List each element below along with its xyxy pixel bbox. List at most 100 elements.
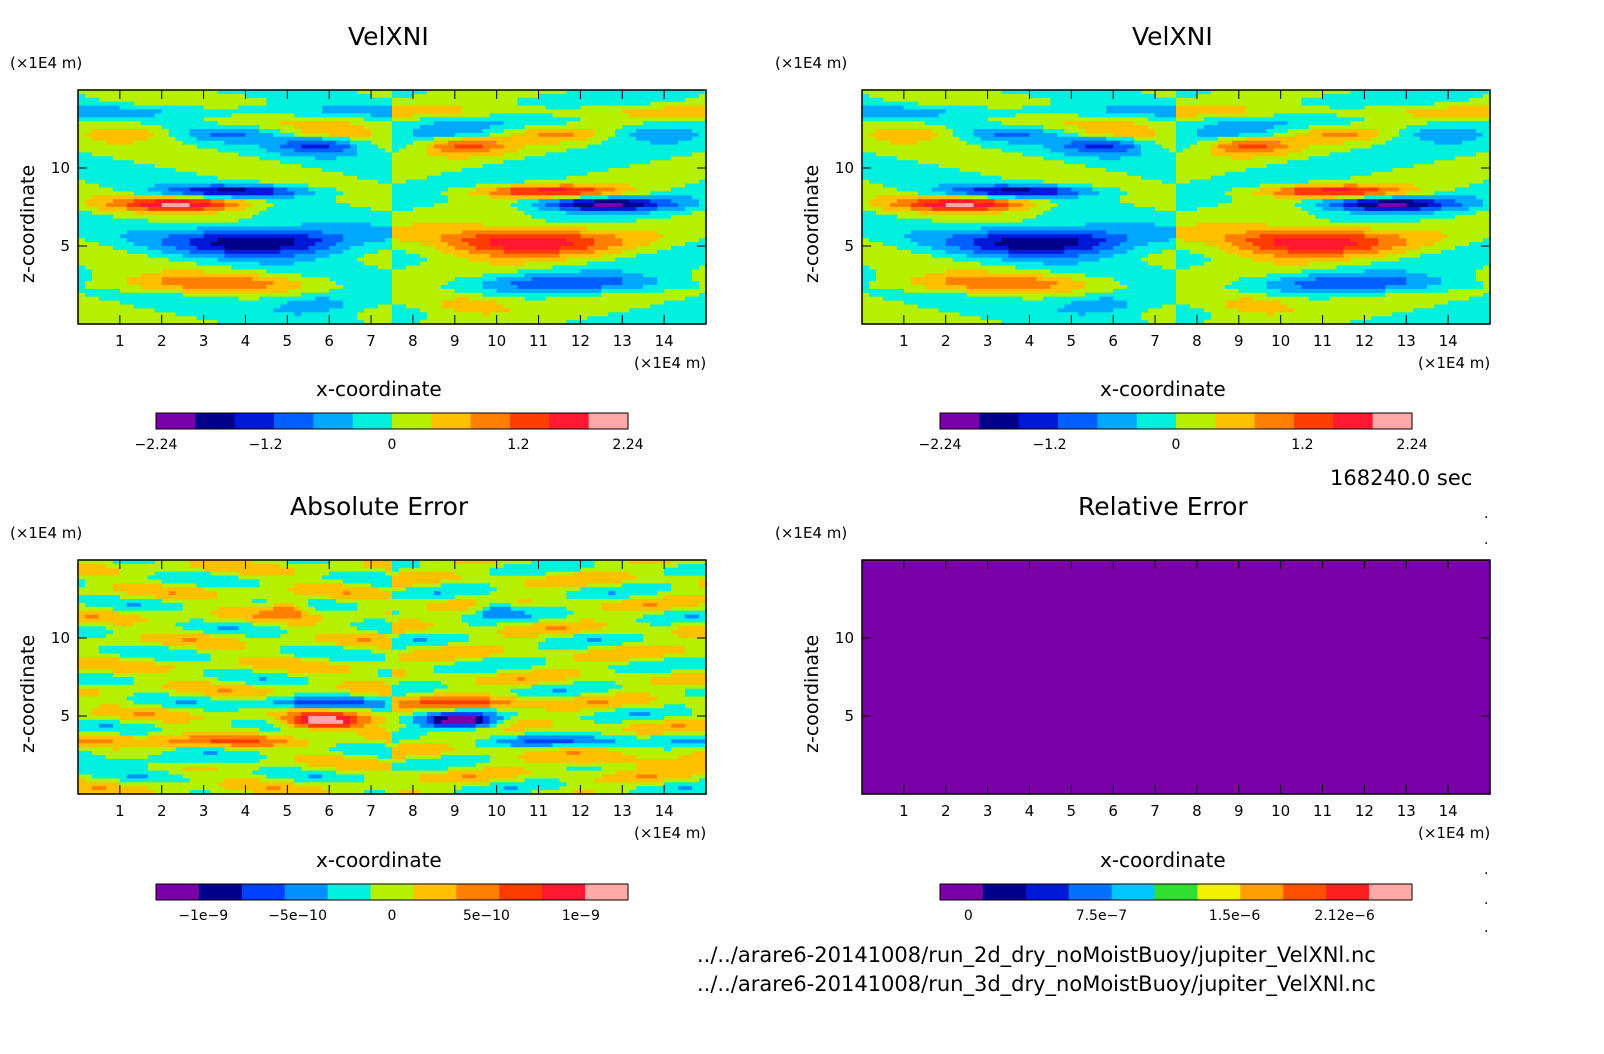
field-cell [622,281,630,286]
field-cell [148,160,156,165]
field-cell [559,227,567,232]
field-cell [218,215,226,220]
field-cell [448,219,456,224]
field-cell [636,199,644,204]
field-cell [406,160,414,165]
field-cell [559,117,567,122]
field-cell [211,223,219,228]
field-cell [301,145,309,150]
field-cell [427,102,435,107]
field-cell [308,211,316,216]
field-cell [601,277,609,282]
field-cell [539,301,547,306]
field-cell [594,289,602,294]
field-cell [364,262,372,267]
field-cell [218,98,226,103]
field-cell [176,121,184,126]
field-cell [273,129,281,134]
field-cell [287,242,295,247]
field-cell [594,180,602,185]
field-cell [434,149,442,154]
field-cell [566,254,574,258]
field-cell [329,191,337,196]
field-cell [566,145,574,150]
field-cell [141,223,149,228]
field-cell [427,121,435,126]
field-cell [504,188,512,193]
field-cell [148,254,156,258]
field-cell [580,250,588,255]
field-cell [225,149,233,154]
field-cell [441,141,449,146]
field-cell [329,250,337,255]
field-cell [85,207,93,212]
field-cell [469,117,477,122]
field-cell [615,195,623,200]
field-cell [134,113,142,118]
field-cell [504,242,512,247]
field-cell [643,191,651,196]
field-cell [336,184,344,189]
field-cell [245,293,253,298]
field-cell [636,141,644,146]
field-cell [218,258,226,263]
field-cell [364,113,372,118]
field-cell [120,156,128,161]
field-cell [183,234,191,239]
field-cell [273,106,281,111]
field-cell [552,230,560,235]
field-cell [420,305,428,310]
field-cell [280,312,288,317]
field-cell [183,176,191,181]
field-cell [190,223,198,228]
field-cell [580,312,588,317]
field-cell [92,106,100,111]
field-cell [211,308,219,313]
field-cell [197,305,205,310]
field-cell [532,316,540,321]
field-cell [469,305,477,310]
field-cell [413,211,421,216]
field-cell [127,110,135,115]
field-cell [127,98,135,103]
field-cell [120,246,128,251]
field-cell [552,121,560,126]
field-cell [594,277,602,282]
field-cell [294,227,302,232]
field-cell [650,219,658,224]
field-cell [259,281,267,286]
field-cell [85,211,93,216]
field-cell [218,269,226,274]
field-cell [183,172,191,177]
field-cell [197,273,205,278]
field-cell [448,215,456,220]
field-cell [622,254,630,258]
field-cell [518,269,526,274]
field-cell [504,160,512,165]
field-cell [406,184,414,189]
field-cell [559,113,567,118]
field-cell [245,305,253,310]
field-cell [385,121,393,126]
field-cell [455,129,463,134]
field-cell [573,308,581,313]
field-cell [350,113,358,118]
field-cell [490,207,498,212]
field-cell [587,199,595,204]
field-cell [525,227,533,232]
field-cell [308,160,316,165]
field-cell [497,133,505,138]
field-cell [371,285,379,290]
field-cell [280,215,288,220]
field-cell [441,168,449,173]
field-cell [497,203,505,208]
field-cell [455,273,463,278]
field-cell [218,230,226,235]
field-cell [315,258,323,263]
field-cell [643,149,651,154]
field-cell [85,219,93,224]
field-cell [169,164,177,169]
field-cell [469,180,477,185]
field-cell [106,160,114,165]
field-cell [113,234,121,239]
